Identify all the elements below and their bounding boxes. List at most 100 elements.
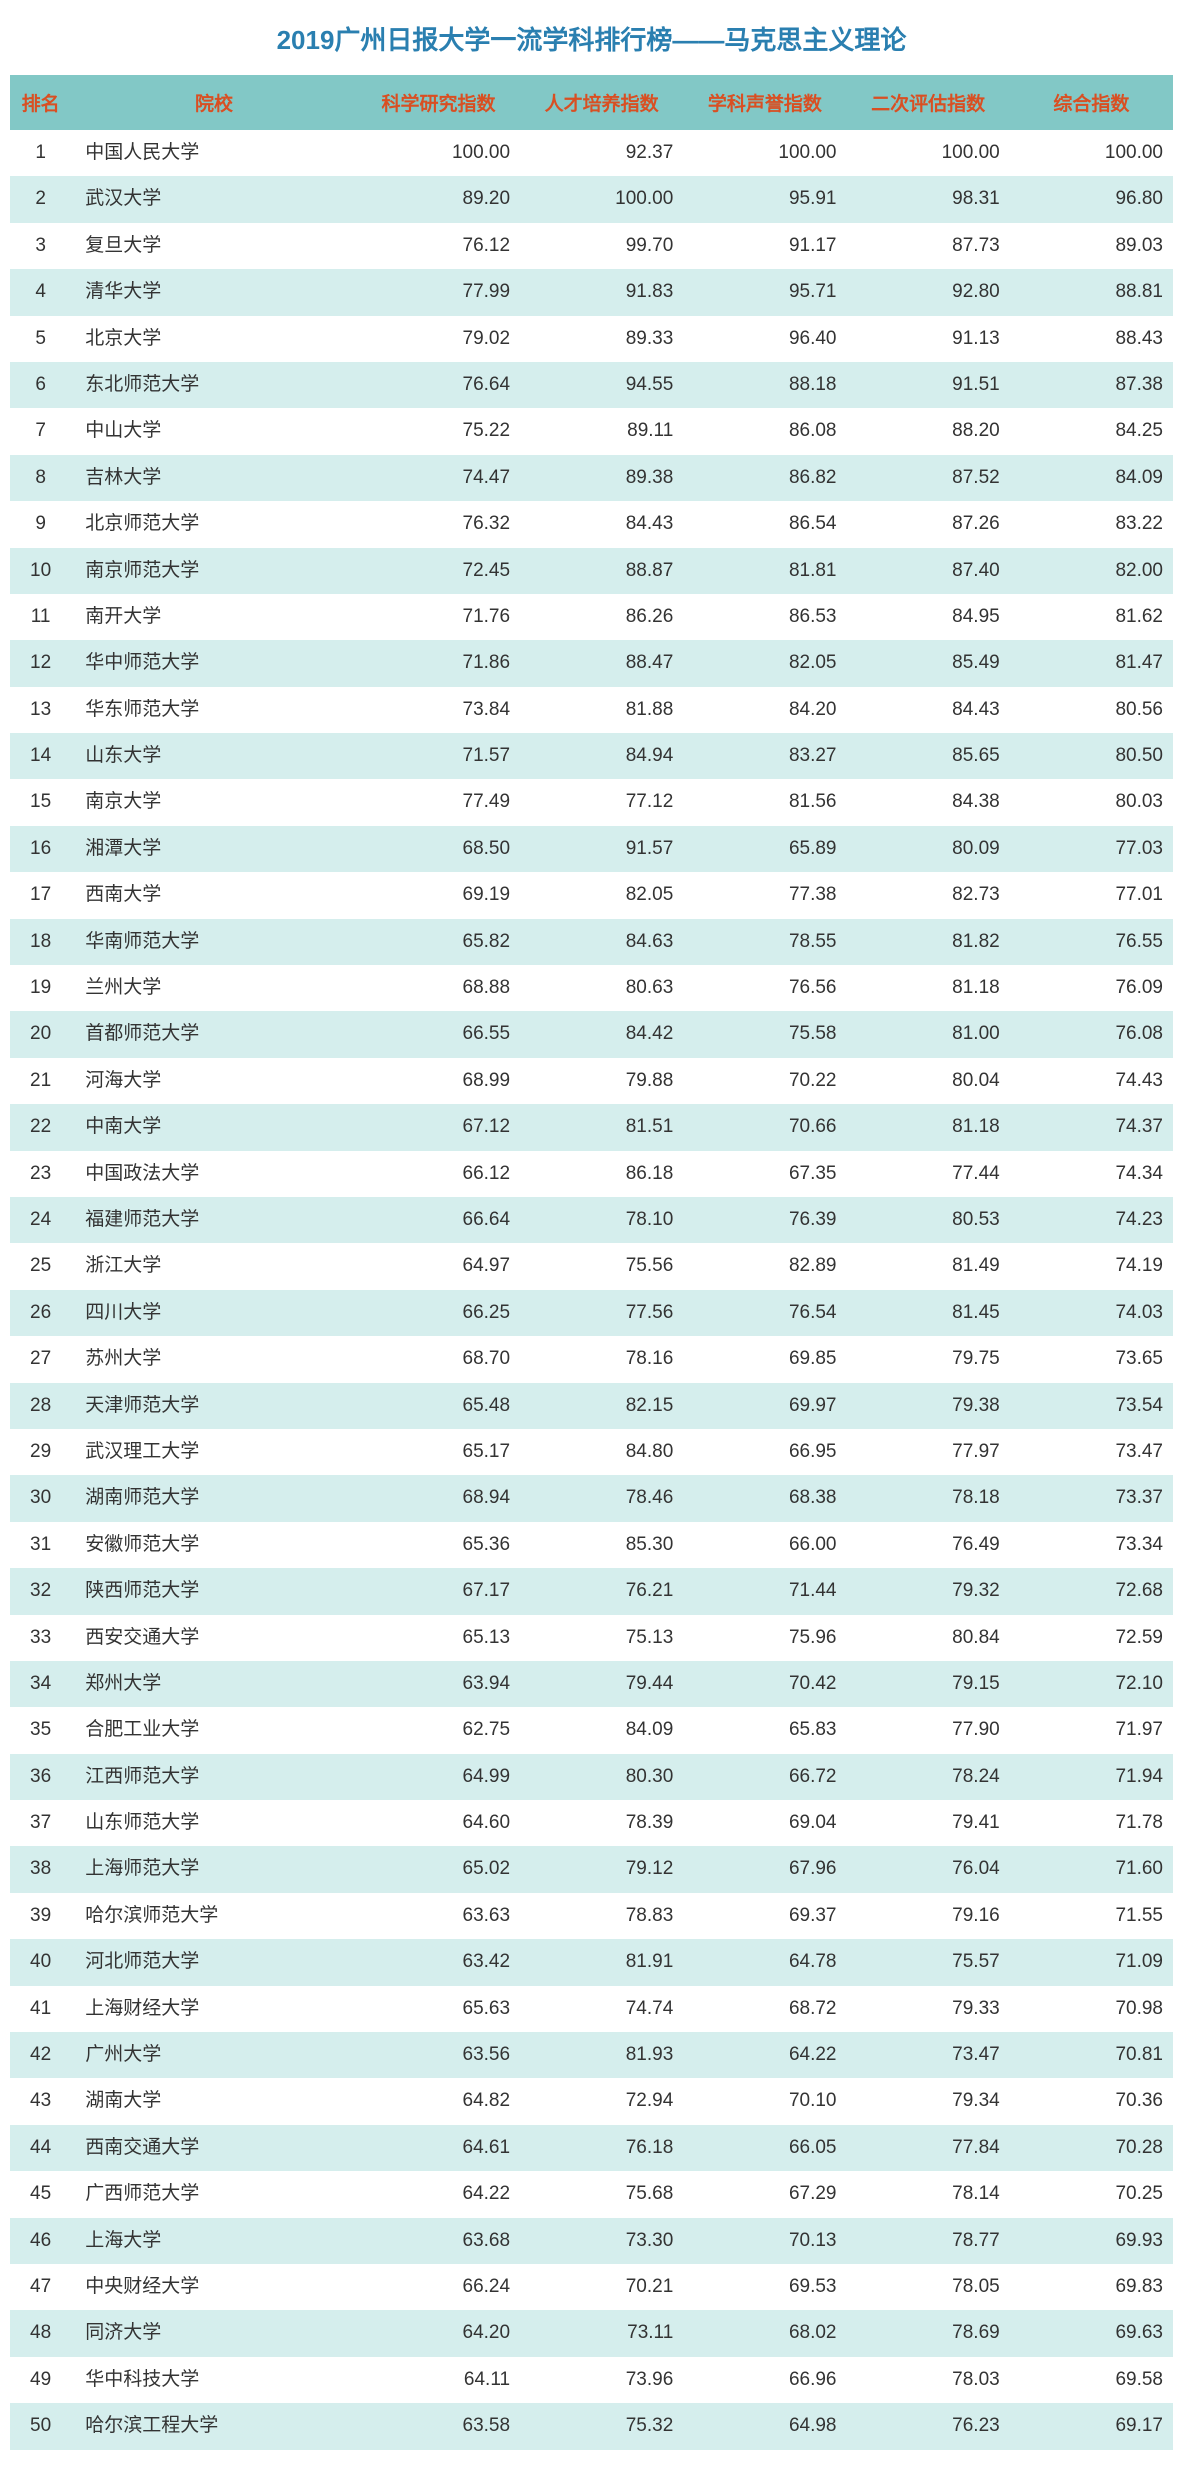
- value-cell: 76.56: [683, 965, 846, 1011]
- rank-cell: 12: [10, 640, 71, 686]
- value-cell: 63.56: [357, 2032, 520, 2078]
- value-cell: 96.80: [1010, 176, 1173, 222]
- table-row: 31安徽师范大学65.3685.3066.0076.4973.34: [10, 1522, 1173, 1568]
- value-cell: 71.94: [1010, 1754, 1173, 1800]
- value-cell: 80.56: [1010, 687, 1173, 733]
- value-cell: 84.63: [520, 919, 683, 965]
- value-cell: 73.84: [357, 687, 520, 733]
- value-cell: 80.04: [847, 1058, 1010, 1104]
- col-school: 院校: [71, 75, 357, 130]
- value-cell: 62.75: [357, 1707, 520, 1753]
- table-row: 49华中科技大学64.1173.9666.9678.0369.58: [10, 2357, 1173, 2403]
- rank-cell: 22: [10, 1104, 71, 1150]
- school-cell: 北京师范大学: [71, 501, 357, 547]
- value-cell: 67.96: [683, 1846, 846, 1892]
- value-cell: 73.54: [1010, 1383, 1173, 1429]
- rank-cell: 9: [10, 501, 71, 547]
- value-cell: 72.45: [357, 548, 520, 594]
- table-row: 46上海大学63.6873.3070.1378.7769.93: [10, 2218, 1173, 2264]
- value-cell: 82.00: [1010, 548, 1173, 594]
- value-cell: 70.21: [520, 2264, 683, 2310]
- rank-cell: 49: [10, 2357, 71, 2403]
- rank-cell: 37: [10, 1800, 71, 1846]
- value-cell: 78.16: [520, 1336, 683, 1382]
- value-cell: 69.93: [1010, 2218, 1173, 2264]
- value-cell: 84.25: [1010, 408, 1173, 454]
- value-cell: 71.44: [683, 1568, 846, 1614]
- col-overall: 综合指数: [1010, 75, 1173, 130]
- value-cell: 81.18: [847, 1104, 1010, 1150]
- value-cell: 88.20: [847, 408, 1010, 454]
- school-cell: 湘潭大学: [71, 826, 357, 872]
- value-cell: 71.09: [1010, 1939, 1173, 1985]
- table-row: 26四川大学66.2577.5676.5481.4574.03: [10, 1290, 1173, 1336]
- value-cell: 84.09: [520, 1707, 683, 1753]
- school-cell: 武汉大学: [71, 176, 357, 222]
- table-row: 48同济大学64.2073.1168.0278.6969.63: [10, 2310, 1173, 2356]
- value-cell: 80.03: [1010, 779, 1173, 825]
- value-cell: 78.18: [847, 1475, 1010, 1521]
- value-cell: 70.22: [683, 1058, 846, 1104]
- value-cell: 88.43: [1010, 316, 1173, 362]
- school-cell: 清华大学: [71, 269, 357, 315]
- value-cell: 79.15: [847, 1661, 1010, 1707]
- value-cell: 77.56: [520, 1290, 683, 1336]
- value-cell: 63.42: [357, 1939, 520, 1985]
- value-cell: 79.32: [847, 1568, 1010, 1614]
- value-cell: 64.11: [357, 2357, 520, 2403]
- school-cell: 武汉理工大学: [71, 1429, 357, 1475]
- value-cell: 70.81: [1010, 2032, 1173, 2078]
- value-cell: 63.58: [357, 2403, 520, 2449]
- rank-cell: 23: [10, 1151, 71, 1197]
- value-cell: 74.43: [1010, 1058, 1173, 1104]
- value-cell: 77.90: [847, 1707, 1010, 1753]
- school-cell: 中国人民大学: [71, 130, 357, 176]
- school-cell: 复旦大学: [71, 223, 357, 269]
- value-cell: 80.50: [1010, 733, 1173, 779]
- school-cell: 上海大学: [71, 2218, 357, 2264]
- value-cell: 74.23: [1010, 1197, 1173, 1243]
- table-row: 7中山大学75.2289.1186.0888.2084.25: [10, 408, 1173, 454]
- value-cell: 70.10: [683, 2078, 846, 2124]
- value-cell: 65.63: [357, 1986, 520, 2032]
- value-cell: 84.09: [1010, 455, 1173, 501]
- rank-cell: 17: [10, 872, 71, 918]
- value-cell: 76.21: [520, 1568, 683, 1614]
- value-cell: 66.24: [357, 2264, 520, 2310]
- value-cell: 69.97: [683, 1383, 846, 1429]
- school-cell: 福建师范大学: [71, 1197, 357, 1243]
- value-cell: 75.96: [683, 1615, 846, 1661]
- table-row: 24福建师范大学66.6478.1076.3980.5374.23: [10, 1197, 1173, 1243]
- value-cell: 85.30: [520, 1522, 683, 1568]
- value-cell: 76.32: [357, 501, 520, 547]
- value-cell: 83.27: [683, 733, 846, 779]
- value-cell: 65.89: [683, 826, 846, 872]
- school-cell: 哈尔滨工程大学: [71, 2403, 357, 2449]
- value-cell: 81.81: [683, 548, 846, 594]
- table-row: 5北京大学79.0289.3396.4091.1388.43: [10, 316, 1173, 362]
- value-cell: 79.12: [520, 1846, 683, 1892]
- school-cell: 南京大学: [71, 779, 357, 825]
- rank-cell: 16: [10, 826, 71, 872]
- value-cell: 89.20: [357, 176, 520, 222]
- table-row: 11南开大学71.7686.2686.5384.9581.62: [10, 594, 1173, 640]
- value-cell: 68.99: [357, 1058, 520, 1104]
- value-cell: 66.00: [683, 1522, 846, 1568]
- school-cell: 湖南师范大学: [71, 1475, 357, 1521]
- value-cell: 78.10: [520, 1197, 683, 1243]
- value-cell: 83.22: [1010, 501, 1173, 547]
- value-cell: 79.44: [520, 1661, 683, 1707]
- value-cell: 91.57: [520, 826, 683, 872]
- value-cell: 70.42: [683, 1661, 846, 1707]
- value-cell: 66.95: [683, 1429, 846, 1475]
- table-row: 8吉林大学74.4789.3886.8287.5284.09: [10, 455, 1173, 501]
- table-row: 18华南师范大学65.8284.6378.5581.8276.55: [10, 919, 1173, 965]
- value-cell: 81.93: [520, 2032, 683, 2078]
- value-cell: 87.52: [847, 455, 1010, 501]
- rank-cell: 21: [10, 1058, 71, 1104]
- value-cell: 63.63: [357, 1893, 520, 1939]
- value-cell: 81.18: [847, 965, 1010, 1011]
- rank-cell: 44: [10, 2125, 71, 2171]
- value-cell: 66.05: [683, 2125, 846, 2171]
- value-cell: 77.84: [847, 2125, 1010, 2171]
